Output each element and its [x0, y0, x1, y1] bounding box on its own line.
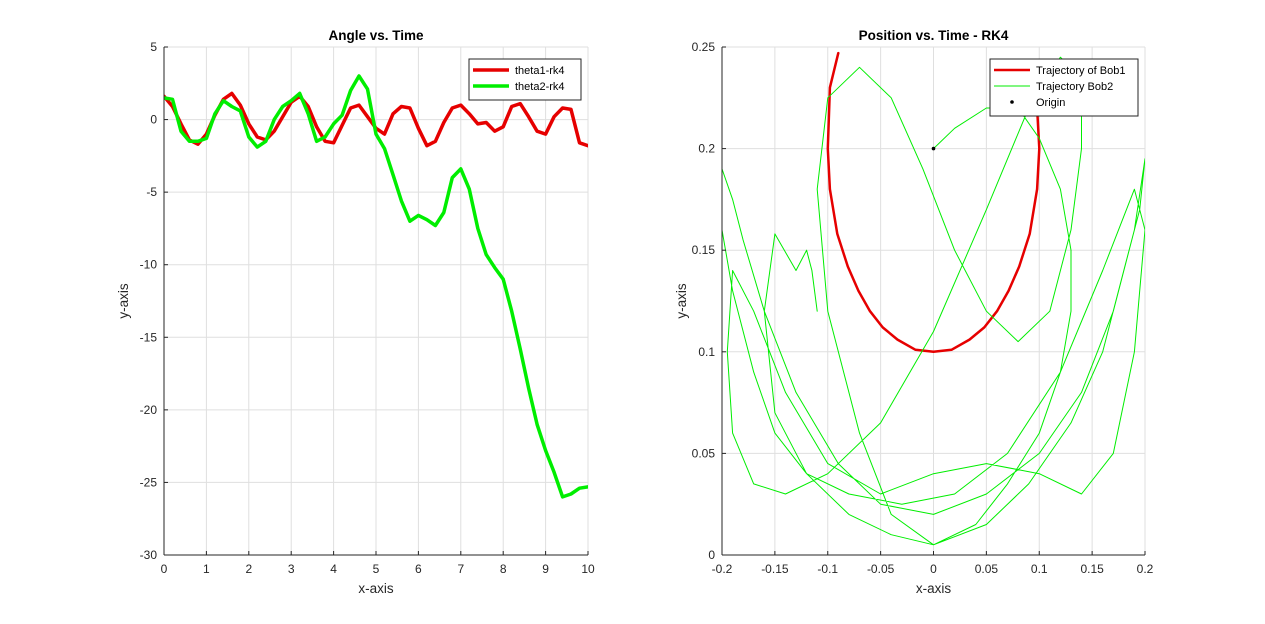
x-tick-label: 3 — [288, 562, 295, 576]
x-tick-label: 0.05 — [975, 562, 999, 576]
chart-title: Angle vs. Time — [328, 28, 424, 43]
legend: theta1-rk4 theta2-rk4 — [468, 58, 582, 101]
y-tick-label: 0.2 — [698, 142, 715, 156]
x-axis-label: x-axis — [358, 581, 394, 596]
y-tick-label: 0.1 — [698, 345, 715, 359]
x-tick-label: 8 — [500, 562, 507, 576]
position-chart: -0.2 -0.15 -0.1 -0.05 0 0.05 0.1 0.15 0.2 0.25 0.2… — [674, 28, 1154, 596]
series-group — [164, 74, 588, 499]
x-tick-label: 2 — [245, 562, 252, 576]
x-tick-label: 0.15 — [1080, 562, 1104, 576]
y-tick-label: -25 — [140, 475, 158, 489]
legend-marker — [1010, 100, 1014, 104]
series-line-1 — [826, 51, 1041, 354]
y-tick-label: 0.25 — [692, 40, 716, 54]
x-tick-label: -0.15 — [761, 562, 789, 576]
x-tick-label: 7 — [457, 562, 464, 576]
y-axis-label: y-axis — [116, 283, 131, 319]
legend-label: theta2-rk4 — [515, 81, 565, 93]
chart-title: Position vs. Time - RK4 — [859, 28, 1009, 43]
y-tick-label: -15 — [140, 330, 158, 344]
x-tick-label: 9 — [542, 562, 549, 576]
y-tick-label: 0.05 — [692, 446, 716, 460]
x-tick-label: 1 — [203, 562, 210, 576]
series-line-2 — [722, 56, 1145, 546]
x-tick-label: 0 — [161, 562, 168, 576]
legend-label: Origin — [1036, 97, 1065, 109]
x-tick-label: 6 — [415, 562, 422, 576]
series-point-origin — [931, 146, 936, 151]
legend-label: theta1-rk4 — [515, 65, 565, 77]
x-axis-label: x-axis — [916, 581, 952, 596]
y-axis-label: y-axis — [674, 283, 689, 319]
legend-label: Trajectory Bob2 — [1036, 81, 1113, 93]
x-tick-label: 0.2 — [1137, 562, 1154, 576]
y-tick-label: -5 — [146, 185, 157, 199]
angle-chart: 0 1 2 3 4 5 6 7 8 9 10 5 0 -5 -10 -15 -20 -25 -30 Angle vs.… — [116, 28, 595, 596]
x-tick-label: 10 — [581, 562, 595, 576]
x-tick-label: -0.05 — [867, 562, 895, 576]
y-tick-label: 5 — [150, 40, 157, 54]
series-line-2 — [164, 74, 588, 499]
x-tick-label: 0.1 — [1031, 562, 1048, 576]
legend: Trajectory of Bob1 Trajectory Bob2 Origin — [989, 58, 1139, 117]
y-tick-label: 0.15 — [692, 243, 716, 257]
y-tick-label: -30 — [140, 548, 158, 562]
x-tick-label: -0.1 — [817, 562, 838, 576]
y-tick-label: 0 — [150, 113, 157, 127]
legend-label: Trajectory of Bob1 — [1036, 65, 1125, 77]
legend-box — [468, 58, 582, 101]
y-tick-label: -10 — [140, 258, 158, 272]
x-tick-label: 5 — [373, 562, 380, 576]
x-tick-label: 0 — [930, 562, 937, 576]
x-tick-label: 4 — [330, 562, 337, 576]
x-tick-label: -0.2 — [712, 562, 733, 576]
legend-box — [989, 58, 1139, 117]
y-tick-label: -20 — [140, 403, 158, 417]
series-group — [722, 51, 1145, 546]
y-tick-label: 0 — [708, 548, 715, 562]
